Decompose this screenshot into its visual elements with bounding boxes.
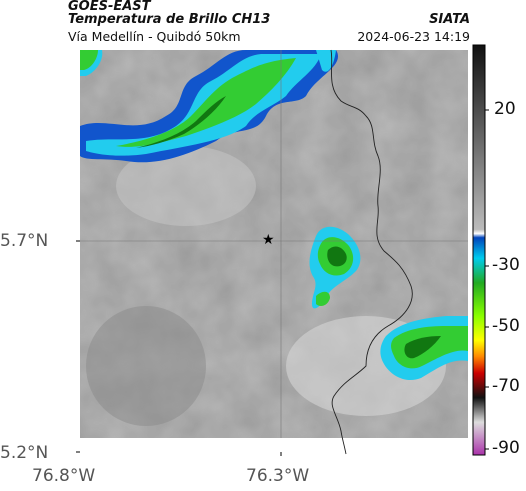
department-boundary	[330, 49, 413, 455]
cloud-green	[116, 58, 296, 147]
product-title: Temperatura de Brillo CH13	[68, 12, 271, 27]
x-tick-label: 76.8°W	[32, 466, 96, 486]
satellite-map: ★	[66, 46, 470, 456]
cloud-cell-core	[327, 246, 347, 267]
colorbar-label: -90	[492, 438, 520, 458]
star-icon: ★	[262, 232, 275, 248]
colorbar	[472, 44, 489, 456]
cloud-cyan-strip	[316, 50, 336, 72]
light-patch	[116, 146, 256, 226]
cloud-green-small	[80, 50, 98, 70]
y-tick-label: 5.2°N	[0, 443, 49, 463]
cloud-right-core	[404, 336, 441, 359]
x-tick-label: 76.3°W	[246, 466, 310, 486]
org-label: SIATA	[429, 12, 470, 27]
colorbar-fill	[472, 44, 486, 456]
timestamp: 2024-06-23 14:19	[357, 29, 470, 44]
satellite-name: GOES-EAST	[68, 0, 151, 14]
region-subtitle: Vía Medellín - Quibdó 50km	[68, 29, 241, 44]
colorbar-label: 20	[494, 99, 516, 119]
y-tick-label: 5.7°N	[0, 231, 49, 251]
colorbar-label: -70	[492, 376, 520, 396]
dark-patch	[86, 306, 206, 426]
colorbar-label: -30	[492, 255, 520, 275]
colorbar-label: -50	[492, 316, 520, 336]
cloud-cell-tail	[316, 291, 330, 306]
